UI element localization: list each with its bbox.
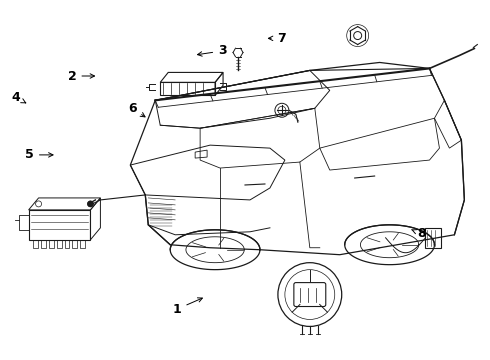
Text: 2: 2 [68, 69, 95, 82]
Text: 3: 3 [197, 44, 227, 57]
Circle shape [88, 201, 93, 206]
Text: 8: 8 [412, 227, 426, 240]
Text: 6: 6 [128, 102, 145, 117]
Text: 4: 4 [11, 91, 26, 104]
Text: 1: 1 [173, 298, 202, 316]
Text: 7: 7 [269, 32, 286, 45]
Text: 5: 5 [25, 148, 53, 161]
